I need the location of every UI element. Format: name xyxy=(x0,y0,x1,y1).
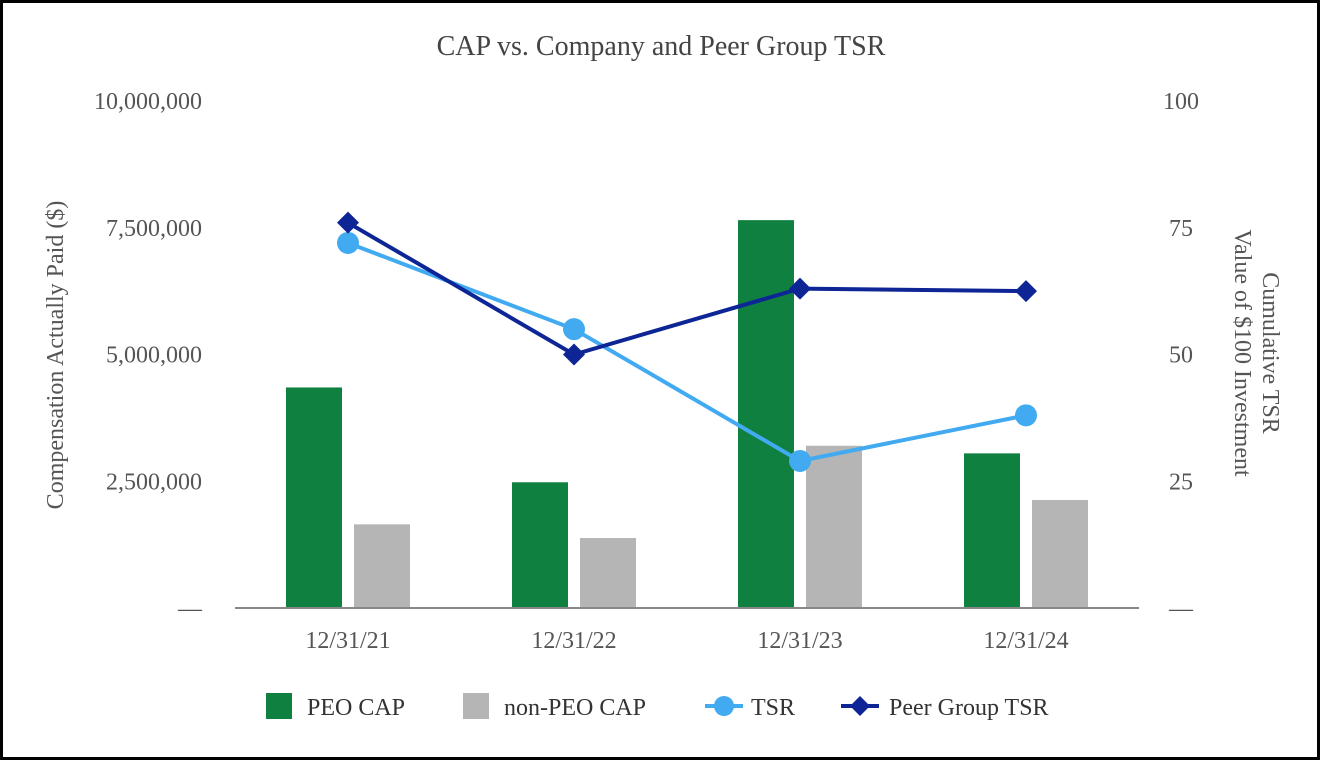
right-tick-label: — xyxy=(1168,596,1194,622)
legend-swatch-non-peo-cap xyxy=(463,693,489,719)
bar-non-peo-cap xyxy=(580,538,636,608)
point-tsr xyxy=(337,231,359,254)
x-tick-label: 12/31/23 xyxy=(757,628,842,654)
point-peer-group-tsr xyxy=(563,343,585,366)
x-tick-label: 12/31/22 xyxy=(531,628,616,654)
right-tick-label: 25 xyxy=(1169,469,1193,495)
x-tick-label: 12/31/24 xyxy=(983,628,1068,654)
legend-label-peo-cap: PEO CAP xyxy=(307,695,405,721)
legend-label-peer-tsr: Peer Group TSR xyxy=(889,695,1049,721)
line-tsr xyxy=(347,241,1027,464)
line-peer-group-tsr xyxy=(346,220,1027,357)
right-tick-label: 50 xyxy=(1169,343,1193,369)
legend: PEO CAP non-PEO CAP TSR Peer Group TSR xyxy=(266,693,1049,721)
legend-marker-tsr xyxy=(714,696,734,716)
left-tick-label: 10,000,000 xyxy=(94,89,202,115)
bar-non-peo-cap xyxy=(806,445,862,608)
point-peer-group-tsr xyxy=(789,277,811,300)
bar-peo-cap xyxy=(738,220,794,608)
left-axis-ticks: — 2,500,000 5,000,000 7,500,000 10,000,000 xyxy=(94,89,203,622)
bar-non-peo-cap xyxy=(354,524,410,608)
legend-label-non-peo-cap: non-PEO CAP xyxy=(504,695,646,721)
left-tick-label: — xyxy=(177,596,203,622)
point-tsr xyxy=(789,449,811,472)
point-peer-group-tsr xyxy=(1015,280,1037,303)
right-tick-label: 75 xyxy=(1169,216,1193,242)
bar-peo-cap xyxy=(512,482,568,608)
line-marks xyxy=(337,211,1037,472)
bar-peo-cap xyxy=(286,387,342,608)
x-tick-label: 12/31/21 xyxy=(305,628,390,654)
legend-label-tsr: TSR xyxy=(751,695,795,721)
chart-title: CAP vs. Company and Peer Group TSR xyxy=(437,31,886,62)
bar-peo-cap xyxy=(964,453,1020,608)
legend-marker-peer-tsr xyxy=(850,696,870,716)
right-axis-label-line1: Cumulative TSR xyxy=(1257,272,1283,434)
left-tick-label: 7,500,000 xyxy=(106,216,202,242)
bar-marks xyxy=(286,220,1088,608)
right-axis-label-line2: Value of $100 Investment xyxy=(1229,229,1255,477)
point-tsr xyxy=(1015,404,1037,427)
point-tsr xyxy=(563,318,585,341)
left-axis-label: Compensation Actually Paid ($) xyxy=(43,201,69,510)
right-axis-ticks: — 25 50 75 100 xyxy=(1163,89,1199,622)
legend-swatch-peo-cap xyxy=(266,693,292,719)
left-tick-label: 2,500,000 xyxy=(106,469,202,495)
bar-non-peo-cap xyxy=(1032,500,1088,608)
cap-vs-tsr-chart: CAP vs. Company and Peer Group TSR — 2,50… xyxy=(43,31,1283,721)
right-tick-label: 100 xyxy=(1163,89,1199,115)
point-peer-group-tsr xyxy=(337,211,359,234)
x-axis-ticks: 12/31/21 12/31/22 12/31/23 12/31/24 xyxy=(305,628,1068,654)
left-tick-label: 5,000,000 xyxy=(106,343,202,369)
